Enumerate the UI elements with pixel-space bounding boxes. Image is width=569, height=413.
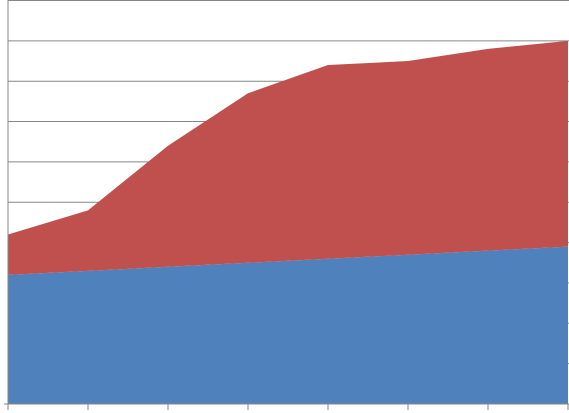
area — [8, 246, 568, 404]
area — [8, 40, 568, 275]
